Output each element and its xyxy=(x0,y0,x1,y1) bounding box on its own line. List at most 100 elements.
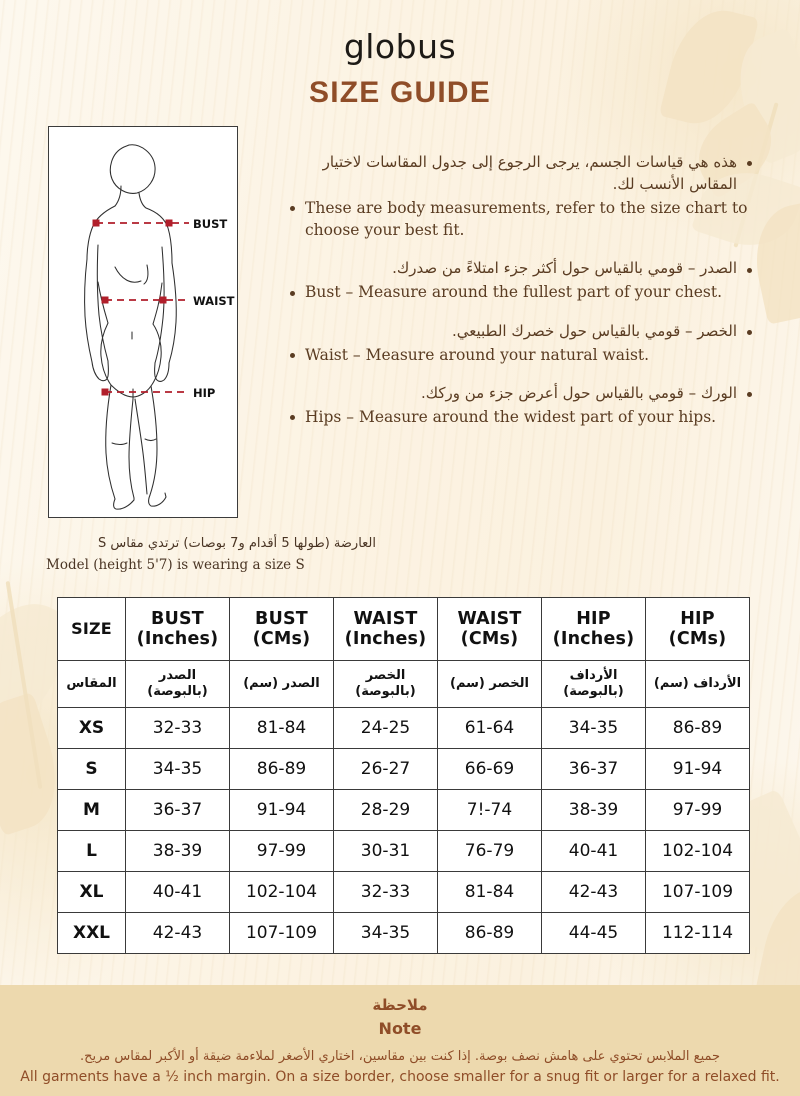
table-header-row-english: SIZE BUST (Inches) BUST (CMs) WAIST (Inc… xyxy=(57,597,750,661)
instruction-arabic: الورك – قومي بالقياس حول أعرض جزء من ورك… xyxy=(286,383,756,405)
note-body-english: All garments have a ½ inch margin. On a … xyxy=(20,1069,780,1085)
cell-bust-cms: 91-94 xyxy=(229,789,334,831)
column-header-line: (Inches) xyxy=(136,629,219,649)
instruction-group-bust: الصدر – قومي بالقياس حول أكثر جزء امتلاء… xyxy=(286,258,756,303)
cell-waist-inches: 26-27 xyxy=(333,748,438,790)
instruction-english: Bust – Measure around the fullest part o… xyxy=(286,281,756,303)
cell-waist-cms: 86-89 xyxy=(437,912,542,954)
column-header-arabic-bust-cms: الصدر (سم) xyxy=(229,660,334,708)
instructions-list: هذه هي قياسات الجسم، يرجى الرجوع إلى جدو… xyxy=(286,152,756,429)
footer-note: ملاحظة Note جميع الملابس تحتوي على هامش … xyxy=(0,985,800,1096)
cell-bust-cms: 86-89 xyxy=(229,748,334,790)
instruction-english: Waist – Measure around your natural wais… xyxy=(286,344,756,366)
note-body-arabic: جميع الملابس تحتوي على هامش نصف بوصة. إذ… xyxy=(79,1049,721,1064)
svg-text:HIP: HIP xyxy=(193,386,215,400)
cell-hip-cms: 91-94 xyxy=(645,748,750,790)
column-header-bust-cms: BUST (CMs) xyxy=(229,597,334,661)
instruction-arabic: الصدر – قومي بالقياس حول أكثر جزء امتلاء… xyxy=(286,258,756,280)
cell-bust-cms: 107-109 xyxy=(229,912,334,954)
cell-hip-inches: 40-41 xyxy=(541,830,646,872)
table-row: XS 32-33 81-84 24-25 61-64 34-35 86-89 xyxy=(57,707,750,749)
column-header-line: (CMs) xyxy=(252,629,311,649)
cell-hip-cms: 112-114 xyxy=(645,912,750,954)
column-header-line: (CMs) xyxy=(460,629,519,649)
column-header-bust-inches: BUST (Inches) xyxy=(125,597,230,661)
brand-logo: globus xyxy=(343,27,457,66)
cell-waist-cms: 76-79 xyxy=(437,830,542,872)
note-title-arabic: ملاحظة xyxy=(372,996,428,1014)
table-row: M 36-37 91-94 28-29 7!-74 38-39 97-99 xyxy=(57,789,750,831)
svg-text:WAIST: WAIST xyxy=(193,294,235,308)
cell-bust-inches: 38-39 xyxy=(125,830,230,872)
cell-size: M xyxy=(57,789,126,831)
instruction-english: Hips – Measure around the widest part of… xyxy=(286,406,756,428)
column-header-line: WAIST xyxy=(353,608,418,629)
cell-hip-cms: 107-109 xyxy=(645,871,750,913)
cell-size: L xyxy=(57,830,126,872)
instruction-group-general: هذه هي قياسات الجسم، يرجى الرجوع إلى جدو… xyxy=(286,152,756,241)
cell-bust-inches: 32-33 xyxy=(125,707,230,749)
cell-waist-cms: 7!-74 xyxy=(437,789,542,831)
cell-size: S xyxy=(57,748,126,790)
cell-bust-cms: 97-99 xyxy=(229,830,334,872)
column-header-arabic-hip-cms: الأرداف (سم) xyxy=(645,660,750,708)
cell-waist-cms: 66-69 xyxy=(437,748,542,790)
size-chart-table: SIZE BUST (Inches) BUST (CMs) WAIST (Inc… xyxy=(57,597,750,954)
cell-waist-inches: 30-31 xyxy=(333,830,438,872)
cell-bust-cms: 102-104 xyxy=(229,871,334,913)
column-header-arabic-hip-inches: الأرداف (بالبوصة) xyxy=(541,660,646,708)
cell-waist-cms: 81-84 xyxy=(437,871,542,913)
column-header-line: BUST xyxy=(255,608,308,629)
table-row: S 34-35 86-89 26-27 66-69 36-37 91-94 xyxy=(57,748,750,790)
svg-text:BUST: BUST xyxy=(193,217,227,231)
instruction-group-hips: الورك – قومي بالقياس حول أعرض جزء من ورك… xyxy=(286,383,756,428)
table-row: XL 40-41 102-104 32-33 81-84 42-43 107-1… xyxy=(57,871,750,913)
column-header-size: SIZE xyxy=(57,597,126,661)
instruction-arabic: الخصر – قومي بالقياس حول خصرك الطبيعي. xyxy=(286,321,756,343)
column-header-arabic-waist-cms: الخصر (سم) xyxy=(437,660,542,708)
cell-bust-cms: 81-84 xyxy=(229,707,334,749)
model-caption-english: Model (height 5'7) is wearing a size S xyxy=(46,556,305,573)
cell-waist-inches: 34-35 xyxy=(333,912,438,954)
model-illustration: BUST WAIST HIP xyxy=(48,126,238,518)
cell-waist-cms: 61-64 xyxy=(437,707,542,749)
cell-hip-cms: 97-99 xyxy=(645,789,750,831)
column-header-arabic-waist-inches: الخصر (بالبوصة) xyxy=(333,660,438,708)
column-header-line: WAIST xyxy=(457,608,522,629)
cell-size: XL xyxy=(57,871,126,913)
column-header-arabic-size: المقاس xyxy=(57,660,126,708)
cell-hip-cms: 86-89 xyxy=(645,707,750,749)
cell-bust-inches: 40-41 xyxy=(125,871,230,913)
table-header-row-arabic: المقاس الصدر (بالبوصة) الصدر (سم) الخصر … xyxy=(57,660,750,708)
instruction-arabic: هذه هي قياسات الجسم، يرجى الرجوع إلى جدو… xyxy=(286,152,756,196)
table-row: XXL 42-43 107-109 34-35 86-89 44-45 112-… xyxy=(57,912,750,954)
cell-hip-inches: 42-43 xyxy=(541,871,646,913)
column-header-line: (Inches) xyxy=(344,629,427,649)
column-header-line: HIP xyxy=(576,608,611,629)
column-header-hip-inches: HIP (Inches) xyxy=(541,597,646,661)
column-header-line: (CMs) xyxy=(668,629,727,649)
cell-hip-inches: 36-37 xyxy=(541,748,646,790)
cell-bust-inches: 42-43 xyxy=(125,912,230,954)
column-header-waist-inches: WAIST (Inches) xyxy=(333,597,438,661)
cell-waist-inches: 28-29 xyxy=(333,789,438,831)
cell-hip-inches: 38-39 xyxy=(541,789,646,831)
page-title: SIZE GUIDE xyxy=(308,76,492,109)
cell-size: XXL xyxy=(57,912,126,954)
column-header-arabic-bust-inches: الصدر (بالبوصة) xyxy=(125,660,230,708)
model-caption: العارضة (طولها 5 أقدام و7 بوصات) ترتدي م… xyxy=(46,534,376,576)
model-caption-arabic: العارضة (طولها 5 أقدام و7 بوصات) ترتدي م… xyxy=(97,536,376,551)
column-header-line: BUST xyxy=(151,608,204,629)
cell-hip-inches: 44-45 xyxy=(541,912,646,954)
note-title-english: Note xyxy=(378,1019,422,1038)
cell-bust-inches: 34-35 xyxy=(125,748,230,790)
cell-waist-inches: 24-25 xyxy=(333,707,438,749)
cell-bust-inches: 36-37 xyxy=(125,789,230,831)
cell-hip-cms: 102-104 xyxy=(645,830,750,872)
column-header-waist-cms: WAIST (CMs) xyxy=(437,597,542,661)
cell-waist-inches: 32-33 xyxy=(333,871,438,913)
column-header-line: SIZE xyxy=(71,618,112,638)
column-header-line: (Inches) xyxy=(552,629,635,649)
footer-band xyxy=(0,985,800,1096)
